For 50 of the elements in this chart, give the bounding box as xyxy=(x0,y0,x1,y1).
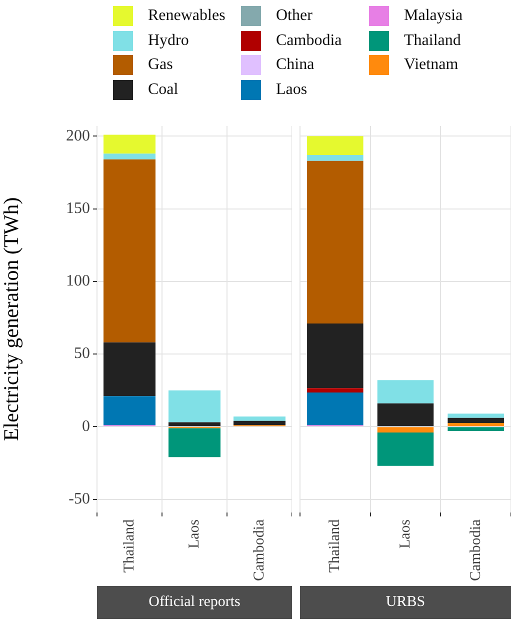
bar xyxy=(448,427,504,432)
legend-label: Vietnam xyxy=(404,56,458,74)
legend-label: Cambodia xyxy=(276,32,342,50)
bar xyxy=(104,134,156,154)
y-axis-title: Electricity generation (TWh) xyxy=(0,197,24,442)
y-tick-label: -50 xyxy=(68,490,90,508)
x-tick-label: Thailand xyxy=(121,518,138,573)
legend-label: Gas xyxy=(148,56,173,74)
bar xyxy=(104,342,156,396)
bar xyxy=(168,422,220,426)
bar xyxy=(307,155,364,161)
bar xyxy=(234,416,286,421)
y-tick-label: 150 xyxy=(66,200,90,217)
bar xyxy=(377,380,434,404)
bar xyxy=(104,396,156,426)
bar xyxy=(307,388,364,393)
text: URBS xyxy=(300,586,511,619)
bar xyxy=(448,418,504,424)
bar xyxy=(377,403,434,426)
bar xyxy=(307,136,364,156)
bar xyxy=(104,159,156,342)
bar xyxy=(234,420,286,426)
bar xyxy=(377,427,434,432)
bar xyxy=(168,428,220,458)
x-tick-label: Laos xyxy=(397,519,414,549)
bar xyxy=(104,154,156,160)
x-tick-label: Cambodia xyxy=(251,519,268,581)
x-tick-label: Laos xyxy=(186,519,202,549)
bar xyxy=(307,160,364,324)
y-tick-label: 0 xyxy=(82,418,90,435)
legend-label: China xyxy=(276,56,314,74)
bar xyxy=(448,423,504,426)
y-tick-label: 100 xyxy=(66,272,90,290)
x-tick-label: Thailand xyxy=(327,518,344,573)
bar xyxy=(377,432,434,466)
legend-label: Coal xyxy=(148,80,178,99)
x-tick-label: Cambodia xyxy=(468,519,484,581)
y-tick-label: 200 xyxy=(66,127,90,144)
legend-label: Malaysia xyxy=(404,7,463,26)
legend-label: Hydro xyxy=(148,32,189,50)
bar xyxy=(307,392,364,426)
bar xyxy=(448,414,504,418)
legend-label: Other xyxy=(276,7,312,26)
text: Official reports xyxy=(97,586,292,619)
legend-label: Thailand xyxy=(404,32,461,50)
y-tick-label: 50 xyxy=(74,345,90,362)
legend-label: Laos xyxy=(276,80,308,99)
bar xyxy=(307,324,364,388)
bar xyxy=(168,390,220,422)
legend-label: Renewables xyxy=(148,7,226,26)
